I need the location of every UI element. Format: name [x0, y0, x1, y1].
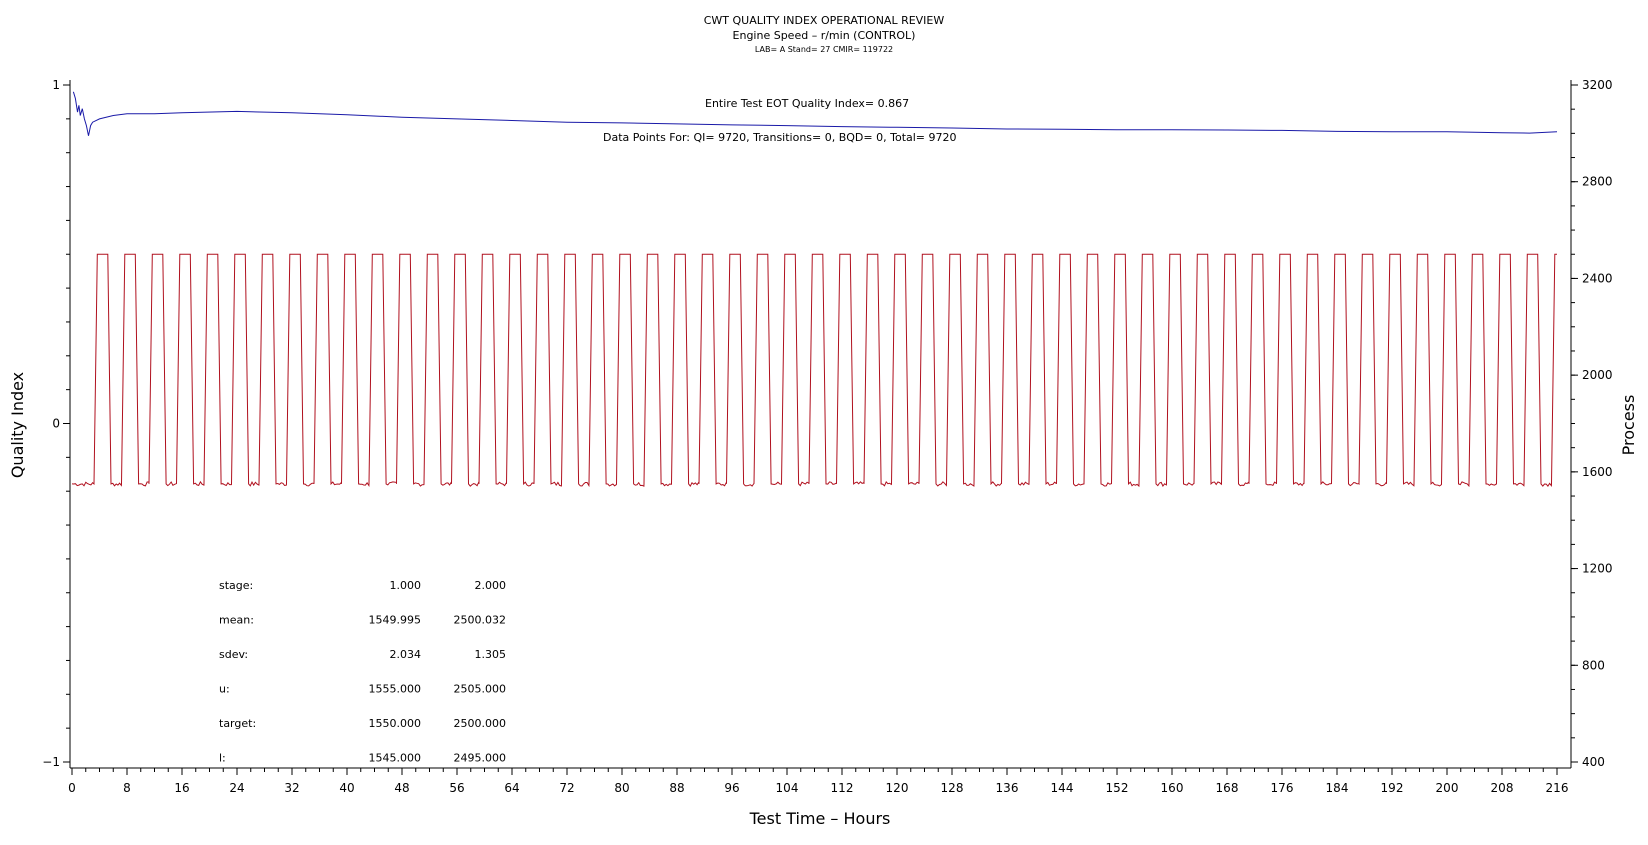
right-y-axis-label: Process	[1619, 395, 1638, 456]
x-tick-label: 176	[1271, 781, 1294, 795]
stats-row-value-stage1: 1.000	[390, 579, 422, 592]
stats-row-value-stage1: 1545.000	[369, 752, 422, 765]
x-tick-label: 104	[776, 781, 799, 795]
x-tick-label: 184	[1326, 781, 1349, 795]
stats-row-value-stage2: 2500.000	[454, 717, 507, 730]
right-y-axis-ticks: 400 800 1200 1600 2000 2400 2800 3200	[1571, 78, 1613, 769]
chart-title: CWT QUALITY INDEX OPERATIONAL REVIEW	[704, 14, 945, 27]
stats-row-label: u:	[219, 683, 230, 696]
x-tick-label: 56	[449, 781, 464, 795]
left-y-tick-label: −1	[42, 755, 60, 769]
right-y-tick-label: 3200	[1582, 78, 1613, 92]
plot-frame	[69, 80, 1572, 769]
right-y-tick-label: 2000	[1582, 368, 1613, 382]
x-tick-label: 48	[394, 781, 409, 795]
stats-row-label: sdev:	[219, 648, 248, 661]
x-tick-label: 144	[1051, 781, 1074, 795]
x-tick-label: 40	[339, 781, 354, 795]
x-axis-ticks: 0 8 16 24 32 40 48 56 64 72 80 88 96 104 112 120 128 136 1…	[68, 768, 1568, 795]
right-y-tick-label: 400	[1582, 755, 1605, 769]
chart-subtitle: Engine Speed – r/min (CONTROL)	[733, 29, 916, 42]
stats-row-value-stage1: 2.034	[390, 648, 422, 661]
x-tick-label: 192	[1381, 781, 1404, 795]
stats-row-label: mean:	[219, 614, 254, 627]
process-series-line	[71, 253, 1557, 488]
left-y-axis-ticks: −1 0 1	[42, 78, 70, 769]
x-tick-label: 208	[1491, 781, 1514, 795]
stats-row-value-stage2: 2.000	[475, 579, 507, 592]
x-tick-label: 96	[724, 781, 739, 795]
left-y-tick-label: 0	[52, 417, 60, 431]
left-y-axis-label: Quality Index	[8, 372, 27, 478]
x-tick-label: 120	[886, 781, 909, 795]
quality-index-series-line	[72, 91, 1558, 136]
stats-row-value-stage2: 2505.000	[454, 683, 507, 696]
x-tick-label: 24	[229, 781, 244, 795]
right-y-tick-label: 2400	[1582, 271, 1613, 285]
x-tick-label: 72	[559, 781, 574, 795]
x-tick-label: 80	[614, 781, 629, 795]
right-y-tick-label: 1200	[1582, 562, 1613, 576]
x-tick-label: 168	[1216, 781, 1239, 795]
stats-row-label: target:	[219, 717, 256, 730]
chart-lab-info: LAB= A Stand= 27 CMIR= 119722	[755, 45, 893, 54]
stats-row-value-stage2: 2500.032	[454, 614, 507, 627]
x-tick-label: 88	[669, 781, 684, 795]
stats-row-value-stage1: 1555.000	[369, 683, 422, 696]
stats-table: stage: 1.000 2.000 mean: 1549.995 2500.032 sde…	[219, 579, 506, 765]
x-tick-label: 112	[831, 781, 854, 795]
x-tick-label: 16	[174, 781, 189, 795]
eot-quality-index-annotation: Entire Test EOT Quality Index= 0.867	[705, 97, 909, 110]
x-tick-label: 128	[941, 781, 964, 795]
x-tick-label: 200	[1436, 781, 1459, 795]
stats-row-value-stage2: 1.305	[475, 648, 507, 661]
stats-row-value-stage1: 1549.995	[369, 614, 422, 627]
right-y-tick-label: 1600	[1582, 465, 1613, 479]
stats-row-label: stage:	[219, 579, 253, 592]
left-y-tick-label: 1	[52, 78, 60, 92]
x-tick-label: 136	[996, 781, 1019, 795]
x-tick-label: 8	[123, 781, 131, 795]
stats-row-value-stage1: 1550.000	[369, 717, 422, 730]
right-y-tick-label: 800	[1582, 658, 1605, 672]
x-tick-label: 0	[68, 781, 76, 795]
data-points-annotation: Data Points For: QI= 9720, Transitions= …	[603, 131, 957, 144]
stats-row-label: l:	[219, 752, 226, 765]
x-tick-label: 64	[504, 781, 519, 795]
right-y-tick-label: 2800	[1582, 175, 1613, 189]
x-tick-label: 32	[284, 781, 299, 795]
x-tick-label: 152	[1106, 781, 1129, 795]
x-tick-label: 160	[1161, 781, 1184, 795]
stats-row-value-stage2: 2495.000	[454, 752, 507, 765]
x-tick-label: 216	[1546, 781, 1569, 795]
x-axis-label: Test Time – Hours	[749, 809, 891, 828]
